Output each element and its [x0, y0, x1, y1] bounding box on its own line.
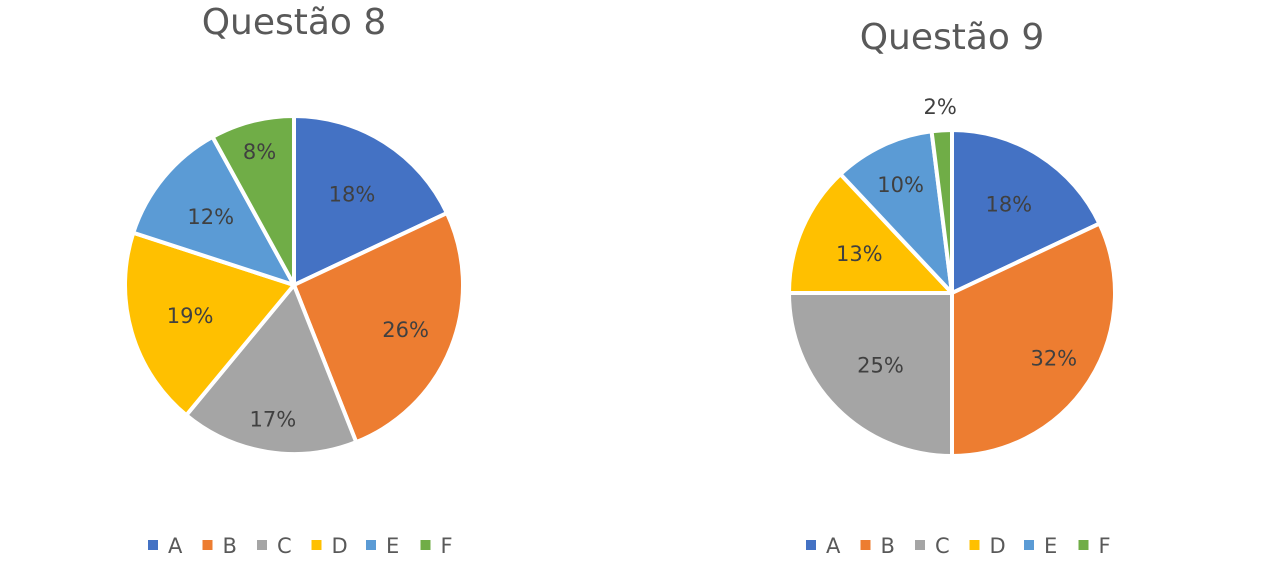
legend-swatch-d: [969, 540, 980, 550]
pie-slice-a: [950, 128, 1102, 295]
pie-slice-c: [787, 291, 954, 458]
chart-title: Questão 8: [202, 2, 387, 43]
data-label-b: 32%: [1030, 347, 1077, 371]
chart-questao-8: Questão 8 18% 26% 17% 19% 12% 8% A B C D E F: [123, 2, 466, 558]
data-label-f: 8%: [243, 140, 276, 164]
legend-label-a: A: [168, 534, 183, 558]
legend-swatch-d: [311, 540, 322, 550]
legend-swatch-b: [202, 540, 213, 550]
pie-slices: [123, 114, 466, 456]
legend-label-d: D: [990, 534, 1006, 558]
legend-swatch-c: [915, 540, 925, 550]
data-label-c: 25%: [857, 354, 904, 378]
data-label-d: 19%: [167, 304, 214, 328]
data-label-a: 18%: [329, 183, 376, 207]
pie-slices: [787, 128, 1117, 458]
pie-slice-c: [184, 283, 359, 456]
legend-swatch-a: [806, 540, 816, 550]
data-label-c: 17%: [250, 408, 297, 432]
legend-label-f: F: [441, 534, 453, 558]
legend: A B C D E F: [806, 534, 1111, 558]
legend-swatch-a: [148, 540, 158, 550]
data-label-b: 26%: [382, 318, 429, 342]
data-label-a: 18%: [985, 193, 1032, 217]
pie-slice-b: [292, 211, 466, 445]
data-label-d: 13%: [836, 242, 883, 266]
data-label-f: 2%: [924, 95, 957, 119]
legend-swatch-c: [257, 540, 267, 550]
chart-title: Questão 9: [860, 17, 1045, 58]
data-label-e: 10%: [877, 173, 924, 197]
slice-labels: 18% 26% 17% 19% 12% 8%: [167, 140, 429, 432]
pie-slice-e: [131, 134, 296, 287]
pie-slice-f: [210, 114, 296, 287]
legend-swatch-e: [366, 540, 376, 550]
legend-swatch-e: [1024, 540, 1034, 550]
data-label-e: 12%: [187, 205, 234, 229]
legend-label-f: F: [1099, 534, 1111, 558]
slice-labels: 18% 32% 25% 13% 10% 2%: [836, 95, 1077, 378]
legend-swatch-f: [420, 540, 431, 550]
legend-swatch-f: [1078, 540, 1089, 550]
legend-label-c: C: [935, 534, 950, 558]
pie-slice-f: [929, 128, 954, 295]
pie-slice-b: [950, 221, 1117, 458]
pie-slice-d: [123, 230, 296, 418]
pie-slice-a: [292, 114, 449, 287]
pie-slice-d: [787, 172, 954, 295]
legend-label-e: E: [1044, 534, 1057, 558]
legend-swatch-b: [860, 540, 871, 550]
legend-label-e: E: [386, 534, 399, 558]
legend-label-a: A: [826, 534, 841, 558]
legend-label-b: B: [881, 534, 895, 558]
pie-slice-e: [838, 129, 954, 295]
legend-label-c: C: [277, 534, 292, 558]
chart-questao-9: Questão 9 18% 32% 25% 13% 10% 2% A B C D E F: [787, 17, 1117, 558]
legend: A B C D E F: [148, 534, 453, 558]
legend-label-d: D: [332, 534, 348, 558]
legend-label-b: B: [223, 534, 237, 558]
